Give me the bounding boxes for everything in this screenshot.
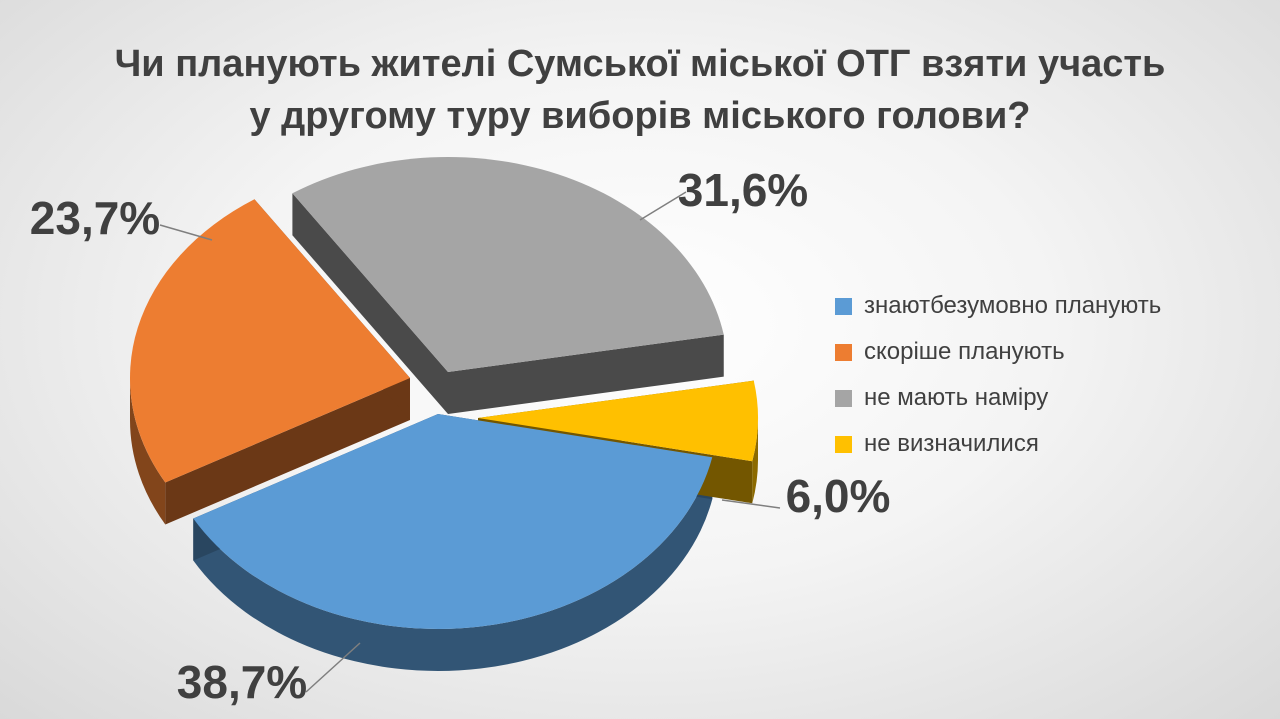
pie-slice-rather bbox=[130, 199, 410, 483]
pie-slice-undecided bbox=[478, 380, 758, 462]
leader-line-definitely bbox=[305, 642, 361, 693]
pie-wall-rather-0 bbox=[165, 378, 410, 525]
leader-line-no-intention bbox=[639, 191, 687, 221]
pie-wall-no-intention-0 bbox=[292, 193, 448, 414]
legend-swatch-undecided bbox=[835, 435, 852, 453]
pie-wall-no-intention-1 bbox=[448, 334, 724, 414]
legend-label-no-intention: не мають наміру bbox=[864, 384, 1049, 411]
legend: знаютбезумовно планують скоріше планують… bbox=[835, 283, 1161, 467]
pie-side-rather bbox=[130, 378, 166, 525]
legend-item-definitely: знаютбезумовно планують bbox=[835, 283, 1161, 329]
legend-item-rather: скоріше планують bbox=[835, 329, 1161, 375]
legend-swatch-no-intention bbox=[835, 389, 852, 407]
legend-label-definitely: знаютбезумовно планують bbox=[864, 292, 1162, 319]
data-label-undecided: 6,0% bbox=[786, 470, 891, 522]
leader-line-undecided bbox=[721, 499, 781, 509]
pie-side-undecided bbox=[752, 418, 758, 504]
legend-label-undecided: не визначилися bbox=[864, 430, 1039, 457]
chart-title: Чи планують жителі Сумської міської ОТГ … bbox=[0, 38, 1280, 142]
chart-title-line-2: у другому туру виборів міського голови? bbox=[249, 95, 1031, 137]
legend-swatch-definitely bbox=[835, 297, 852, 315]
leader-line-rather bbox=[159, 224, 213, 241]
pie-side-definitely bbox=[193, 457, 713, 671]
data-label-definitely: 38,7% bbox=[177, 656, 307, 708]
pie-slice-definitely bbox=[193, 414, 713, 629]
legend-item-no-intention: не мають наміру bbox=[835, 375, 1161, 421]
legend-item-undecided: не визначилися bbox=[835, 421, 1161, 467]
data-label-no-intention: 31,6% bbox=[678, 164, 808, 216]
chart-title-line-1: Чи планують жителі Сумської міської ОТГ … bbox=[114, 43, 1166, 85]
legend-swatch-rather bbox=[835, 343, 852, 361]
pie-slice-no-intention bbox=[292, 157, 724, 372]
legend-label-rather: скоріше планують bbox=[864, 338, 1065, 365]
data-label-rather: 23,7% bbox=[30, 192, 160, 244]
